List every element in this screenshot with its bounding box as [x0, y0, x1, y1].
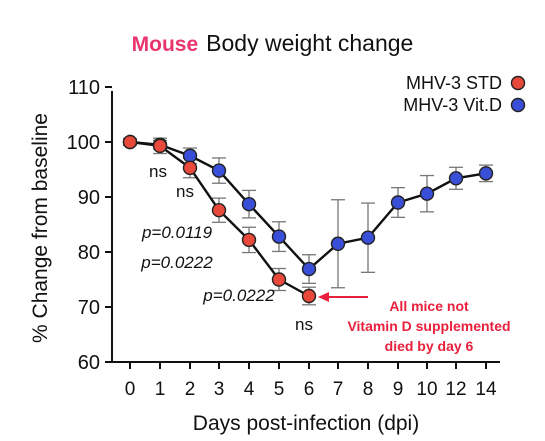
callout-arrowhead: [318, 292, 329, 302]
data-point: [330, 236, 346, 251]
x-axis-label: Days post-infection (dpi): [193, 412, 419, 435]
callout-text-line: died by day 6: [385, 338, 474, 354]
y-tick-label: 80: [78, 242, 100, 264]
data-point: [419, 186, 435, 201]
data-point: [182, 148, 198, 163]
data-point: [182, 160, 198, 176]
legend-marker: [510, 75, 526, 91]
data-point: [211, 163, 227, 178]
significance-label: ns: [149, 162, 167, 181]
y-tick-label: 90: [78, 187, 100, 209]
chart-title-block: Mouse Body weight change: [0, 30, 545, 57]
x-tick-label: 4: [244, 379, 255, 400]
series-line: [129, 140, 487, 271]
x-tick-label: 9: [393, 379, 404, 400]
data-point: [152, 138, 168, 154]
callout-text-line: All mice not: [389, 298, 469, 314]
legend-marker: [510, 97, 526, 113]
callout-text-line: Vitamin D supplemented: [347, 318, 510, 334]
x-tick-label: 6: [304, 379, 315, 400]
data-point: [448, 171, 464, 186]
chart-title: Body weight change: [206, 30, 414, 56]
data-point: [241, 196, 257, 212]
x-tick-label: 12: [445, 379, 466, 400]
y-tick-label: 70: [78, 297, 100, 319]
x-tick-label: 3: [214, 379, 225, 400]
x-tick-label: 8: [363, 379, 374, 400]
legend-label: MHV-3 Vit.D: [403, 95, 502, 115]
data-point: [122, 134, 138, 150]
x-tick-label: 5: [274, 379, 285, 400]
y-axis-label: % Change from baseline: [29, 113, 52, 343]
significance-label: p=0.0222: [140, 253, 213, 272]
data-point: [271, 229, 287, 244]
chart-title-tag: Mouse: [131, 33, 199, 56]
x-tick-label: 2: [185, 379, 196, 400]
y-tick-label: 60: [78, 352, 100, 374]
x-tick-label: 1: [155, 379, 166, 400]
data-point: [271, 272, 287, 287]
significance-label: p=0.0119: [141, 223, 213, 242]
data-point: [211, 202, 227, 218]
significance-label: ns: [295, 315, 313, 334]
x-tick-label: 7: [333, 379, 344, 400]
data-point: [360, 230, 376, 245]
x-tick-label: 14: [475, 379, 497, 400]
significance-label: p=0.0222: [202, 286, 275, 305]
y-tick-label: 110: [68, 77, 100, 99]
data-point: [390, 195, 406, 210]
data-point: [241, 232, 257, 248]
data-point: [478, 166, 494, 181]
y-tick-label: 100: [67, 132, 100, 154]
significance-label: ns: [176, 182, 194, 201]
x-tick-label: 0: [125, 379, 136, 400]
data-point: [301, 288, 317, 304]
legend-label: MHV-3 STD: [406, 73, 502, 93]
data-point: [301, 261, 317, 277]
x-tick-label: 10: [416, 379, 437, 400]
